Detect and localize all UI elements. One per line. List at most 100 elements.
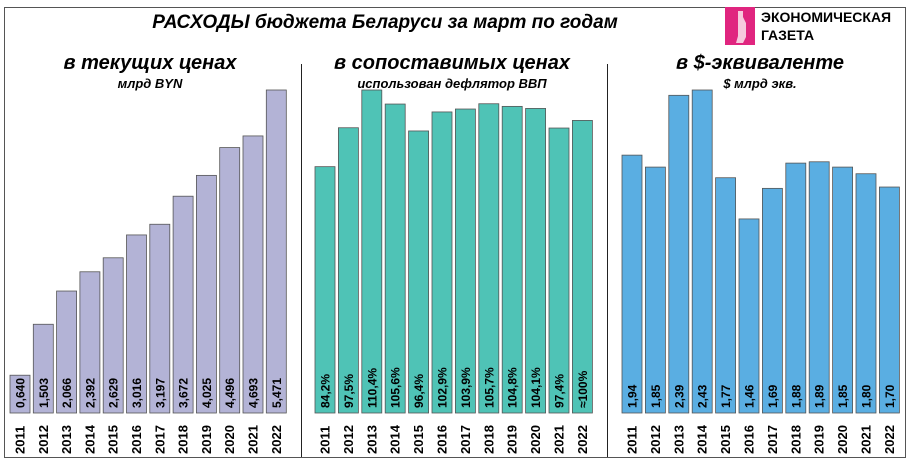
x-tick-label: 2016 bbox=[435, 425, 450, 454]
bar-2018 bbox=[785, 162, 807, 414]
bar-2022 bbox=[879, 186, 900, 414]
panel-subtitle: $ млрд экв. bbox=[722, 76, 796, 91]
x-tick-label: 2014 bbox=[695, 424, 710, 454]
bar-2022 bbox=[572, 120, 593, 414]
x-tick-label: 2017 bbox=[458, 425, 473, 454]
data-label: 3,672 bbox=[177, 378, 191, 408]
bar-2014 bbox=[79, 271, 101, 414]
x-tick-label: 2020 bbox=[222, 425, 237, 454]
data-label: 1,89 bbox=[813, 384, 827, 408]
x-tick-label: 2016 bbox=[742, 425, 757, 454]
x-tick-label: 2013 bbox=[671, 425, 686, 454]
x-tick-label: 2022 bbox=[269, 425, 284, 454]
data-label: 105,7% bbox=[482, 367, 496, 408]
bar-2021 bbox=[548, 127, 570, 414]
bar-2021 bbox=[855, 173, 877, 414]
bar-2017 bbox=[762, 187, 783, 414]
data-label: 105,6% bbox=[389, 367, 403, 408]
data-label: 1,94 bbox=[626, 384, 640, 408]
x-tick-label: 2017 bbox=[152, 425, 167, 454]
x-tick-label: 2021 bbox=[246, 425, 261, 454]
data-label: 1,77 bbox=[719, 384, 733, 408]
bar-2011 bbox=[621, 154, 643, 414]
x-tick-label: 2019 bbox=[812, 425, 827, 454]
x-tick-label: 2012 bbox=[341, 425, 356, 454]
bar-2020 bbox=[219, 147, 241, 414]
data-label: 1,80 bbox=[860, 384, 874, 408]
data-label: 102,9% bbox=[436, 367, 450, 408]
panel-title: в $-эквиваленте bbox=[676, 52, 844, 74]
data-label: 97,5% bbox=[342, 374, 356, 408]
x-tick-label: 2022 bbox=[575, 425, 590, 454]
x-tick-label: 2018 bbox=[788, 425, 803, 454]
data-label: 2,39 bbox=[672, 384, 686, 408]
bar-2012 bbox=[337, 127, 359, 414]
x-tick-label: 2021 bbox=[552, 425, 567, 454]
bar-2020 bbox=[832, 166, 853, 414]
panel-comparable-prices: в сопоставимых ценах использован дефлято… bbox=[314, 52, 593, 454]
data-label: 4,693 bbox=[247, 378, 261, 408]
data-label: 4,025 bbox=[200, 378, 214, 408]
data-label: ≈100% bbox=[576, 370, 590, 408]
data-label: 1,46 bbox=[743, 384, 757, 408]
data-label: 104,8% bbox=[506, 367, 520, 408]
x-tick-label: 2022 bbox=[882, 425, 897, 454]
data-label: 1,503 bbox=[37, 378, 51, 408]
data-label: 1,70 bbox=[883, 384, 897, 408]
bar-2016 bbox=[738, 218, 760, 414]
bar-2014 bbox=[384, 103, 406, 414]
data-label: 2,392 bbox=[83, 378, 97, 408]
bar-2022 bbox=[265, 89, 287, 414]
bar-2021 bbox=[242, 135, 264, 414]
bar-2015 bbox=[715, 177, 736, 414]
x-tick-label: 2014 bbox=[82, 424, 97, 454]
x-tick-label: 2020 bbox=[835, 425, 850, 454]
bar-2014 bbox=[691, 89, 713, 414]
logo: ЭКОНОМИЧЕСКАЯ ГАЗЕТА bbox=[725, 7, 891, 45]
x-tick-label: 2018 bbox=[481, 425, 496, 454]
data-label: 1,85 bbox=[836, 384, 850, 408]
x-tick-label: 2021 bbox=[859, 425, 874, 454]
data-label: 1,88 bbox=[789, 384, 803, 408]
data-label: 2,43 bbox=[696, 384, 710, 408]
logo-line1: ЭКОНОМИЧЕСКАЯ bbox=[761, 9, 891, 25]
data-label: 103,9% bbox=[459, 367, 473, 408]
panel-title: в сопоставимых ценах bbox=[334, 52, 571, 74]
x-tick-label: 2015 bbox=[411, 425, 426, 454]
x-tick-label: 2011 bbox=[13, 426, 28, 454]
x-tick-label: 2017 bbox=[765, 425, 780, 454]
bar-2018 bbox=[478, 103, 500, 414]
panel-subtitle: млрд BYN bbox=[118, 76, 183, 91]
bar-2018 bbox=[172, 195, 194, 414]
x-tick-label: 2015 bbox=[106, 425, 121, 454]
bar-2019 bbox=[501, 105, 523, 414]
bar-2012 bbox=[645, 166, 666, 414]
data-label: 2,629 bbox=[107, 378, 121, 408]
panel-current-prices: в текущих ценах млрд BYN 0,640 2011 1,503 2… bbox=[9, 52, 287, 454]
data-label: 1,85 bbox=[649, 384, 663, 408]
data-label: 5,471 bbox=[270, 378, 284, 408]
x-tick-label: 2019 bbox=[199, 425, 214, 454]
x-tick-label: 2020 bbox=[528, 425, 543, 454]
bar-2011 bbox=[9, 374, 31, 414]
data-label: 110,4% bbox=[365, 368, 379, 408]
x-tick-label: 2016 bbox=[129, 425, 144, 454]
data-label: 3,016 bbox=[130, 378, 144, 408]
logo-line2: ГАЗЕТА bbox=[761, 27, 814, 43]
panel-usd-equivalent: в $-эквиваленте $ млрд экв. 1,94 2011 1,85… bbox=[621, 52, 900, 454]
data-label: 104,1% bbox=[529, 367, 543, 408]
data-label: 97,4% bbox=[553, 374, 567, 408]
x-tick-label: 2018 bbox=[176, 425, 191, 454]
x-tick-label: 2013 bbox=[364, 425, 379, 454]
data-label: 3,197 bbox=[153, 378, 167, 408]
bar-2016 bbox=[431, 111, 453, 414]
panel-subtitle: использован дефлятор ВВП bbox=[357, 76, 547, 91]
bar-2017 bbox=[149, 223, 171, 414]
bar-2019 bbox=[808, 161, 830, 414]
data-label: 96,4% bbox=[412, 374, 426, 408]
data-label: 1,69 bbox=[766, 384, 780, 408]
x-tick-label: 2015 bbox=[718, 425, 733, 454]
bar-2012 bbox=[32, 323, 54, 414]
bar-2016 bbox=[126, 234, 147, 414]
